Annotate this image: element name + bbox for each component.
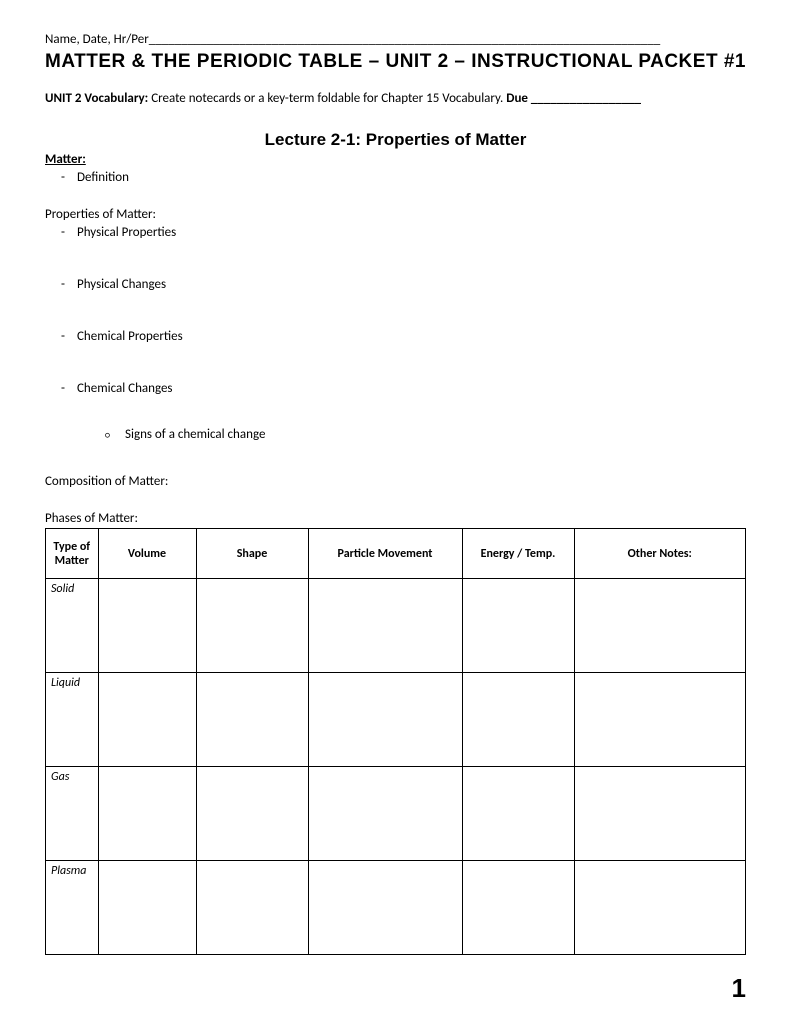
cell bbox=[308, 579, 462, 673]
cell bbox=[98, 861, 196, 955]
vocab-text: Create notecards or a key-term foldable … bbox=[148, 91, 506, 106]
matter-heading: Matter: bbox=[45, 152, 746, 167]
main-title: MATTER & THE PERIODIC TABLE – UNIT 2 – I… bbox=[45, 51, 746, 73]
cell bbox=[462, 861, 574, 955]
th-energy: Energy / Temp. bbox=[462, 529, 574, 579]
row-label-liquid: Liquid bbox=[46, 673, 99, 767]
properties-heading: Properties of Matter: bbox=[45, 207, 746, 222]
th-shape: Shape bbox=[196, 529, 308, 579]
table-row: Plasma bbox=[46, 861, 746, 955]
lecture-title: Lecture 2-1: Properties of Matter bbox=[45, 130, 746, 150]
vocab-instruction: UNIT 2 Vocabulary: Create notecards or a… bbox=[45, 91, 746, 106]
bullet-definition: Definition bbox=[77, 170, 746, 185]
cell bbox=[196, 767, 308, 861]
cell bbox=[308, 767, 462, 861]
composition-heading: Composition of Matter: bbox=[45, 474, 746, 489]
phases-heading: Phases of Matter: bbox=[45, 511, 746, 526]
bullet-physical-changes: Physical Changes bbox=[77, 277, 746, 292]
cell bbox=[462, 579, 574, 673]
bullet-physical-properties: Physical Properties bbox=[77, 225, 746, 240]
row-label-solid: Solid bbox=[46, 579, 99, 673]
th-type: Type of Matter bbox=[46, 529, 99, 579]
cell bbox=[308, 861, 462, 955]
cell bbox=[574, 767, 746, 861]
cell bbox=[98, 579, 196, 673]
cell bbox=[196, 579, 308, 673]
page-number: 1 bbox=[732, 973, 746, 1004]
cell bbox=[462, 767, 574, 861]
row-label-gas: Gas bbox=[46, 767, 99, 861]
cell bbox=[574, 673, 746, 767]
cell bbox=[574, 861, 746, 955]
phases-table: Type of Matter Volume Shape Particle Mov… bbox=[45, 528, 746, 955]
table-header-row: Type of Matter Volume Shape Particle Mov… bbox=[46, 529, 746, 579]
cell bbox=[196, 673, 308, 767]
table-row: Gas bbox=[46, 767, 746, 861]
cell bbox=[308, 673, 462, 767]
row-label-plasma: Plasma bbox=[46, 861, 99, 955]
cell bbox=[462, 673, 574, 767]
vocab-due: Due _________________ bbox=[506, 91, 641, 106]
th-volume: Volume bbox=[98, 529, 196, 579]
th-notes: Other Notes: bbox=[574, 529, 746, 579]
bullet-chemical-properties: Chemical Properties bbox=[77, 329, 746, 344]
header-name-line: Name, Date, Hr/Per______________________… bbox=[45, 32, 746, 47]
table-row: Liquid bbox=[46, 673, 746, 767]
cell bbox=[98, 673, 196, 767]
vocab-label: UNIT 2 Vocabulary: bbox=[45, 91, 148, 106]
cell bbox=[574, 579, 746, 673]
cell bbox=[196, 861, 308, 955]
cell bbox=[98, 767, 196, 861]
bullet-signs-chemical: Signs of a chemical change bbox=[125, 427, 746, 442]
bullet-chemical-changes: Chemical Changes bbox=[77, 381, 746, 396]
table-row: Solid bbox=[46, 579, 746, 673]
th-particle: Particle Movement bbox=[308, 529, 462, 579]
